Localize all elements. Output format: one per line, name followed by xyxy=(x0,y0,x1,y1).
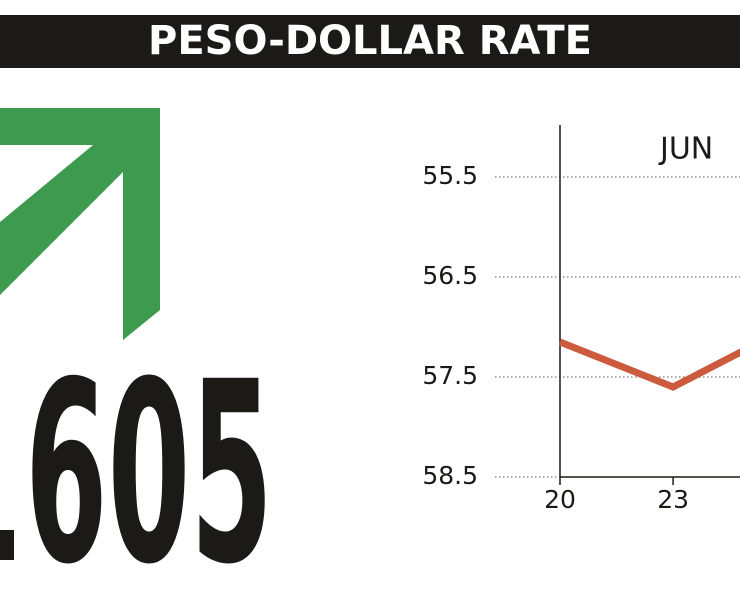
title: PESO-DOLLAR RATE xyxy=(148,18,592,64)
headline-number: 605 xyxy=(25,328,273,600)
rate-line xyxy=(558,338,740,391)
title-band xyxy=(0,15,740,68)
x-tick-label: 20 xyxy=(544,485,576,514)
x-tick-label: 23 xyxy=(657,485,689,514)
month-label: JUN xyxy=(658,132,713,167)
cut-glyph xyxy=(0,530,14,560)
up-arrow xyxy=(0,108,160,340)
y-tick-label: 55.5 xyxy=(422,161,478,190)
y-tick-label: 57.5 xyxy=(422,361,478,390)
y-tick-label: 56.5 xyxy=(422,261,478,290)
y-tick-label: 58.5 xyxy=(422,461,478,490)
chart: 55.5 56.5 57.5 58.5 20 23 JUN xyxy=(422,125,740,514)
